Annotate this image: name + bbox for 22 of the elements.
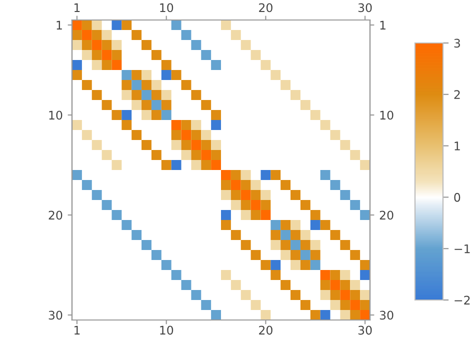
y-tick-label: 20 — [48, 210, 62, 220]
category-label: 1 — [74, 3, 80, 12]
category-label: 10 — [160, 3, 174, 12]
x-tick-label: 10 — [160, 326, 174, 335]
y-tick-label: 10 — [49, 110, 62, 120]
x-tick-label: 30 — [358, 326, 372, 335]
x-tick-label: 1 — [74, 326, 80, 335]
color-bar-label: 0 — [454, 192, 460, 202]
category-label: 20 — [259, 3, 272, 12]
category-label: 30 — [358, 3, 372, 12]
color-bar-label: −1 — [454, 244, 470, 254]
color-bar-label: 2 — [454, 90, 460, 99]
y2-tick-label: 20 — [380, 210, 394, 220]
color-bar-label: 1 — [454, 142, 460, 150]
y2-tick-label: 10 — [380, 110, 394, 120]
y-tick-label: 1 — [56, 20, 62, 30]
y2-tick-label: 30 — [380, 310, 394, 320]
y-tick-label: 30 — [48, 310, 62, 320]
x-tick-label: 20 — [259, 326, 272, 335]
color-bar-label: −2 — [454, 296, 470, 304]
y2-tick-label: 1 — [380, 20, 386, 30]
color-bar-label: 3 — [454, 38, 460, 48]
